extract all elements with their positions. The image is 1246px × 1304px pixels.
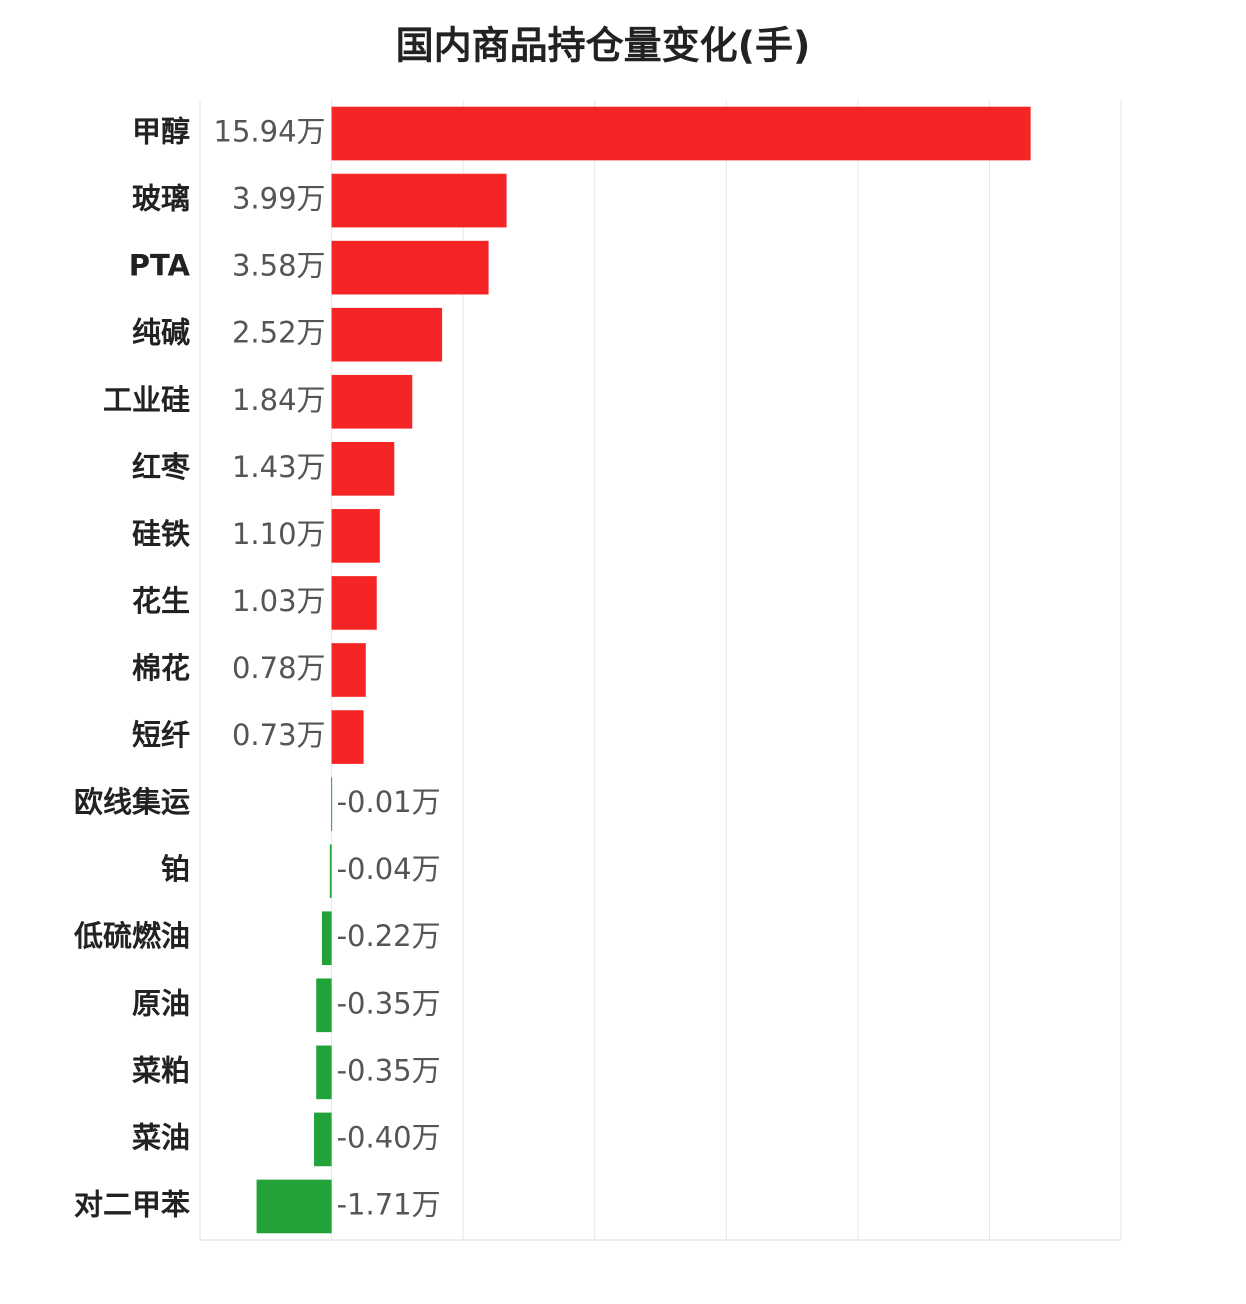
y-tick-label: 菜油	[132, 1120, 190, 1154]
value-label: 2.52万	[232, 316, 326, 350]
y-tick-label: 菜粕	[132, 1053, 190, 1087]
y-tick-label: 玻璃	[132, 182, 190, 216]
value-label: 1.84万	[232, 383, 326, 417]
bar	[329, 844, 332, 898]
y-tick-label: 短纤	[132, 718, 190, 752]
bar	[331, 643, 366, 697]
value-label: 0.78万	[232, 651, 326, 685]
y-tick-label: 硅铁	[132, 517, 190, 551]
y-tick-label: 花生	[132, 584, 190, 618]
bar	[316, 978, 332, 1033]
value-label: -0.35万	[337, 986, 441, 1020]
bar	[331, 374, 413, 429]
y-tick-label: 对二甲苯	[74, 1187, 190, 1221]
y-tick-label: 铂	[161, 852, 190, 886]
bar	[331, 173, 507, 228]
value-label: -0.35万	[337, 1053, 441, 1087]
value-label: -0.04万	[337, 852, 441, 886]
value-label: 1.03万	[232, 584, 326, 618]
bar	[331, 106, 1031, 161]
y-tick-label: 甲醇	[132, 115, 190, 149]
y-tick-label: 原油	[132, 986, 190, 1020]
bar	[331, 442, 395, 496]
y-tick-label: 红枣	[132, 450, 191, 484]
bar	[256, 1179, 332, 1234]
bar	[331, 509, 380, 563]
bar	[331, 240, 489, 295]
bar	[321, 911, 332, 966]
value-label: 15.94万	[214, 115, 326, 149]
y-tick-label: 低硫燃油	[73, 919, 190, 953]
y-tick-label: PTA	[129, 249, 191, 283]
value-label: -0.40万	[337, 1120, 441, 1154]
y-tick-label: 欧线集运	[74, 785, 190, 819]
y-tick-label: 棉花	[132, 651, 190, 685]
bar	[331, 307, 443, 362]
bar	[316, 1045, 332, 1100]
bar	[331, 777, 333, 831]
value-label: -1.71万	[337, 1187, 441, 1221]
value-label: 0.73万	[232, 718, 326, 752]
value-label: 1.10万	[232, 517, 326, 551]
value-label: 3.58万	[232, 249, 326, 283]
bar	[314, 1112, 332, 1167]
value-label: -0.01万	[337, 785, 441, 819]
chart-title: 国内商品持仓量变化(手)	[396, 24, 811, 68]
value-label: 1.43万	[232, 450, 326, 484]
y-tick-label: 纯碱	[132, 316, 190, 350]
y-tick-label: 工业硅	[103, 383, 190, 417]
value-label: 3.99万	[232, 182, 326, 216]
value-label: -0.22万	[337, 919, 441, 953]
bar	[331, 710, 364, 764]
bar	[331, 576, 377, 630]
